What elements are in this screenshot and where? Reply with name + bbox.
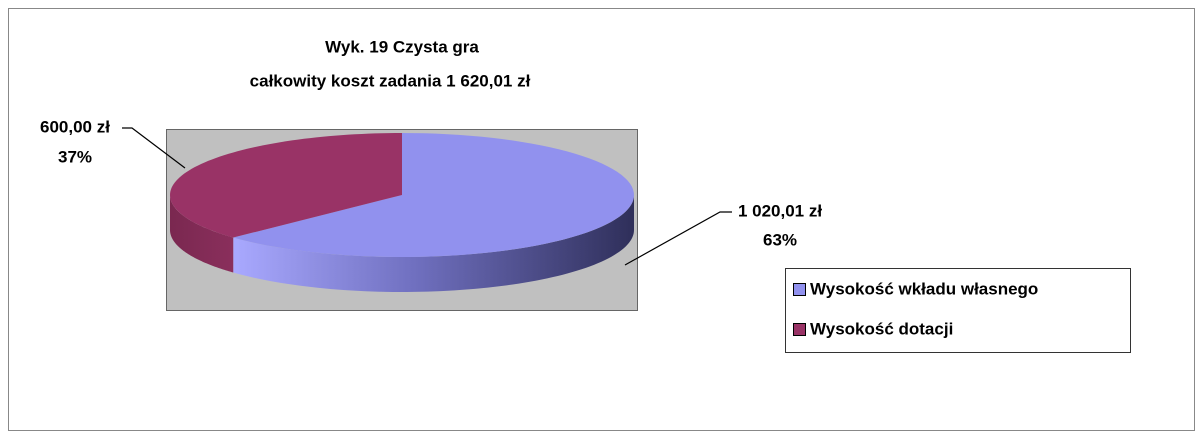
legend-swatch [793, 283, 806, 296]
legend-label: Wysokość wkładu własnego [810, 279, 1038, 298]
percent-label: 37% [58, 147, 92, 166]
chart-subtitle: całkowity koszt zadania 1 620,01 zł [250, 71, 531, 90]
data-label: 1 020,01 zł [738, 201, 822, 220]
legend-label: Wysokość dotacji [810, 319, 953, 338]
legend-swatch [793, 323, 806, 336]
data-label: 600,00 zł [40, 117, 110, 136]
legend-box [785, 268, 1131, 353]
chart-title: Wyk. 19 Czysta gra [325, 37, 479, 56]
leader-line [122, 127, 186, 169]
pie-slice-side [170, 195, 234, 273]
percent-label: 63% [763, 230, 797, 249]
pie-slice [170, 133, 402, 238]
pie-slice [233, 133, 634, 257]
pie-slice-side [233, 195, 635, 292]
leader-line [624, 211, 732, 266]
